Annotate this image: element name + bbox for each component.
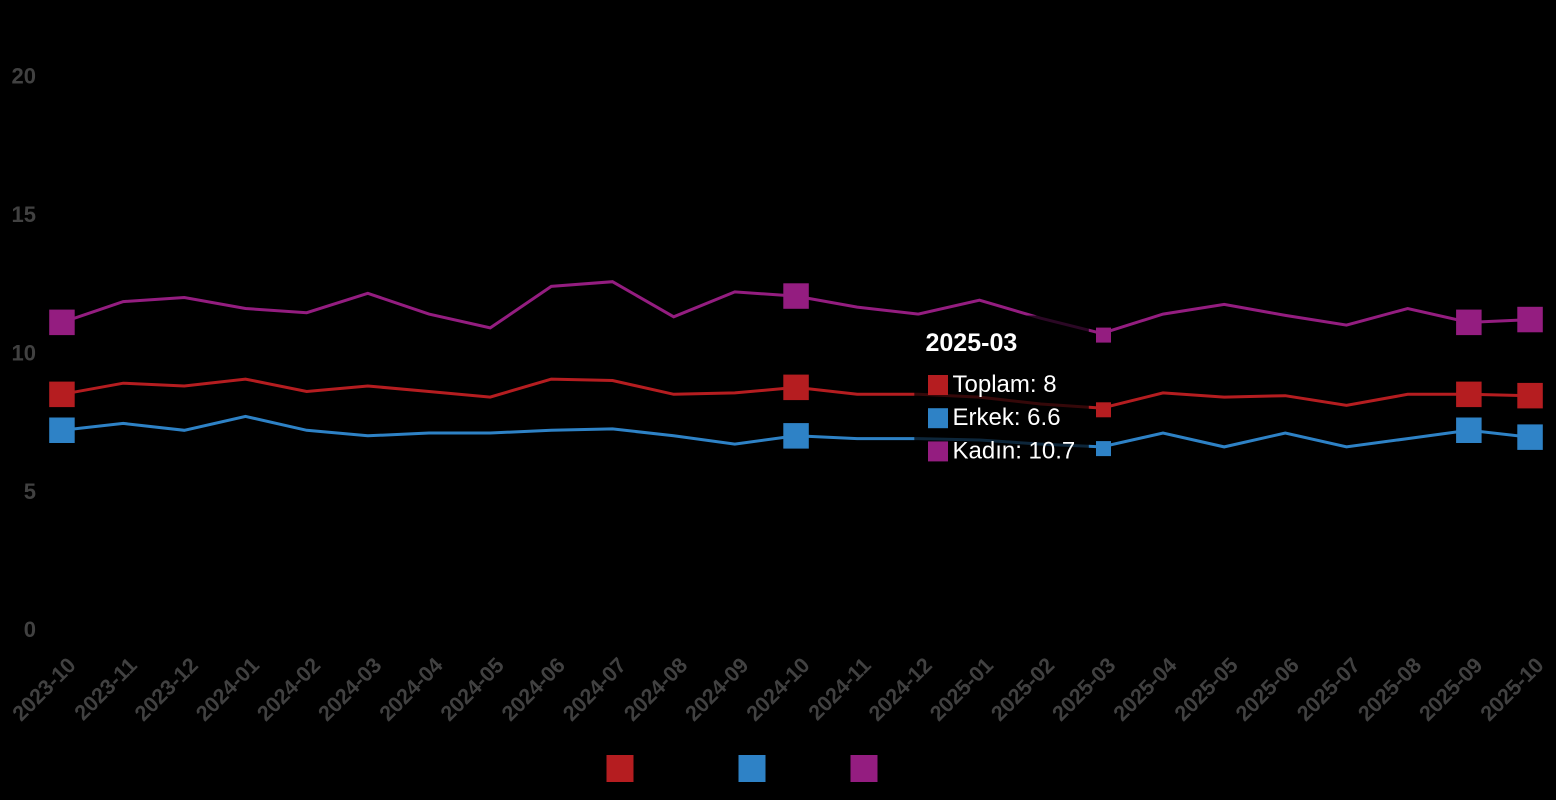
svg-text:Toplam: 8: Toplam: 8: [953, 371, 1057, 398]
svg-text:0: 0: [24, 617, 36, 642]
svg-text:10: 10: [12, 341, 36, 366]
svg-text:Erkek: 6.6: Erkek: 6.6: [953, 404, 1061, 431]
svg-text:15: 15: [12, 202, 36, 227]
svg-text:Kadın: 10.7: Kadın: 10.7: [953, 437, 1076, 464]
svg-text:5: 5: [24, 479, 36, 504]
svg-text:2025-03: 2025-03: [926, 329, 1018, 357]
svg-text:20: 20: [12, 64, 36, 89]
